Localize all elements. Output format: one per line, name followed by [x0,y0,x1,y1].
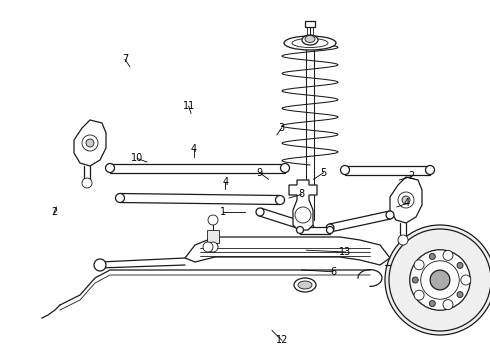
Circle shape [86,139,94,147]
Circle shape [429,253,435,260]
Text: 2: 2 [51,207,57,217]
Circle shape [461,275,471,285]
Circle shape [412,277,418,283]
Circle shape [443,251,453,260]
Polygon shape [345,166,430,175]
Ellipse shape [305,36,315,42]
Circle shape [429,301,435,306]
Polygon shape [390,177,422,223]
Ellipse shape [302,35,318,45]
Circle shape [326,224,334,232]
Circle shape [386,211,394,219]
Circle shape [275,195,285,204]
Text: 9: 9 [257,168,263,178]
Polygon shape [305,21,315,27]
Polygon shape [259,208,311,232]
Circle shape [296,226,303,234]
Ellipse shape [294,278,316,292]
Circle shape [203,242,213,252]
Text: 3: 3 [279,123,285,133]
Ellipse shape [298,281,312,289]
Text: 4: 4 [404,198,410,208]
Polygon shape [120,194,280,204]
Text: 1: 1 [220,207,226,217]
Text: 6: 6 [330,267,336,277]
Text: 7: 7 [122,54,128,64]
Circle shape [341,166,349,175]
Circle shape [105,163,115,172]
Circle shape [402,196,410,204]
Circle shape [82,178,92,188]
Circle shape [457,292,463,298]
Circle shape [256,208,264,216]
Circle shape [425,166,435,175]
Circle shape [208,215,218,225]
Polygon shape [74,120,106,166]
Circle shape [410,250,470,310]
Text: 4: 4 [191,144,196,154]
Circle shape [280,163,290,172]
Polygon shape [110,163,285,172]
Polygon shape [329,211,391,232]
Polygon shape [185,237,390,265]
Circle shape [116,194,124,202]
Text: 13: 13 [339,247,352,257]
Text: 10: 10 [131,153,144,163]
Text: 12: 12 [275,335,288,345]
Ellipse shape [284,36,336,50]
Polygon shape [207,230,219,243]
Text: 2: 2 [409,171,415,181]
Circle shape [385,225,490,335]
Text: 5: 5 [320,168,326,178]
Polygon shape [300,226,330,234]
Circle shape [208,242,218,252]
Circle shape [443,300,453,310]
Text: 8: 8 [298,189,304,199]
Polygon shape [289,180,317,230]
Circle shape [414,260,424,270]
Circle shape [398,235,408,245]
Text: 11: 11 [182,101,195,111]
Circle shape [430,270,450,290]
Text: 4: 4 [222,177,228,187]
Circle shape [326,226,334,234]
Circle shape [94,259,106,271]
Circle shape [295,207,311,223]
Circle shape [457,262,463,269]
Circle shape [414,290,424,300]
Circle shape [306,224,314,232]
